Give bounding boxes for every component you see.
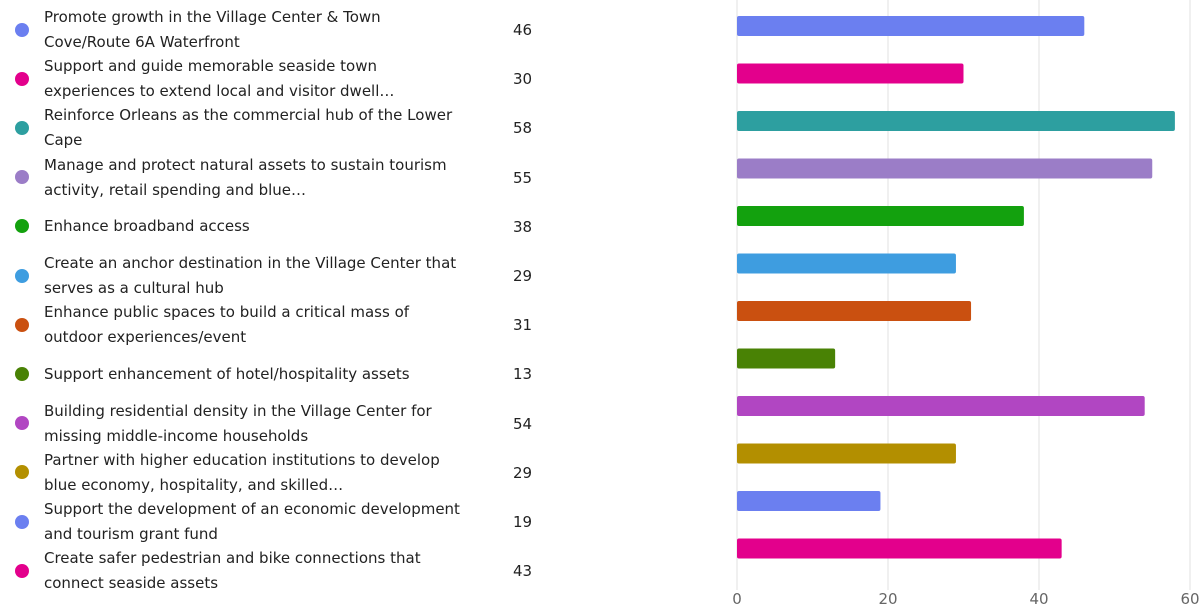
legend-item: Promote growth in the Village Center & T…: [0, 6, 560, 55]
bar: [737, 16, 1085, 36]
bar: [737, 63, 964, 84]
value-label: 31: [513, 316, 533, 335]
value-label: 29: [513, 463, 533, 482]
legend-label: Create safer pedestrian and bike connect…: [44, 549, 421, 593]
bar: [737, 443, 956, 464]
legend-dot: [15, 514, 29, 529]
value-label: 38: [513, 217, 533, 236]
bar: [737, 348, 836, 369]
legend-label: Enhance broadband access: [44, 217, 250, 236]
legend-dot: [15, 416, 29, 431]
x-tick-label: 20: [878, 590, 897, 608]
legend-item: Support enhancement of hotel/hospitality…: [0, 350, 560, 399]
bar: [737, 206, 1024, 226]
legend-label: Partner with higher education institutio…: [44, 450, 440, 494]
value-label: 46: [513, 21, 533, 39]
bar: [737, 538, 1062, 559]
legend-label: Promote growth in the Village Center & T…: [44, 8, 381, 51]
value-label: 13: [513, 365, 533, 384]
value-label: 54: [513, 414, 533, 433]
legend-label: Reinforce Orleans as the commercial hub …: [44, 106, 453, 150]
bar: [737, 301, 972, 321]
bar: [737, 491, 881, 511]
legend-label: Create an anchor destination in the Vill…: [44, 254, 457, 297]
legend-item: Enhance broadband access 38: [0, 202, 560, 251]
value-label: 19: [513, 513, 533, 531]
value-label: 29: [513, 267, 533, 285]
legend-dot: [15, 22, 29, 37]
legend-label: Support the development of an economic d…: [44, 500, 460, 543]
value-label: 30: [513, 70, 533, 89]
bar: [737, 396, 1145, 416]
x-tick-label: 60: [1180, 590, 1199, 608]
legend-label: Manage and protect natural assets to sus…: [44, 155, 447, 199]
bar: [737, 158, 1153, 179]
legend-label: Support enhancement of hotel/hospitality…: [44, 364, 410, 383]
legend-item: Reinforce Orleans as the commercial hub …: [0, 104, 560, 153]
legend-item: Support the development of an economic d…: [0, 498, 560, 547]
value-label: 55: [513, 168, 533, 187]
legend-dot: [15, 563, 29, 578]
legend-label: Support and guide memorable seaside town…: [44, 57, 395, 101]
bar: [737, 253, 956, 274]
x-tick-label: 0: [732, 590, 742, 608]
legend-label: Building residential density in the Vill…: [44, 401, 432, 445]
legend-dot: [15, 268, 29, 283]
legend-label: Enhance public spaces to build a critica…: [44, 303, 410, 347]
legend-item: Building residential density in the Vill…: [0, 399, 560, 448]
legend-item: Support and guide memorable seaside town…: [0, 55, 560, 104]
legend-dot: [15, 120, 29, 135]
bar: [737, 111, 1175, 131]
legend-item: Manage and protect natural assets to sus…: [0, 153, 560, 202]
value-label: 43: [513, 562, 533, 581]
legend-dot: [15, 71, 29, 86]
legend-item: Create an anchor destination in the Vill…: [0, 252, 560, 301]
legend-item: Enhance public spaces to build a critica…: [0, 301, 560, 350]
legend-item: Create safer pedestrian and bike connect…: [0, 547, 560, 596]
legend-dot: [15, 170, 29, 185]
legend-dot: [15, 317, 29, 332]
x-tick-label: 40: [1029, 590, 1048, 608]
legend-dot: [15, 465, 29, 480]
legend-item: Partner with higher education institutio…: [0, 448, 560, 497]
legend-dot: [15, 366, 29, 381]
value-label: 58: [513, 119, 533, 138]
legend-dot: [15, 219, 29, 234]
